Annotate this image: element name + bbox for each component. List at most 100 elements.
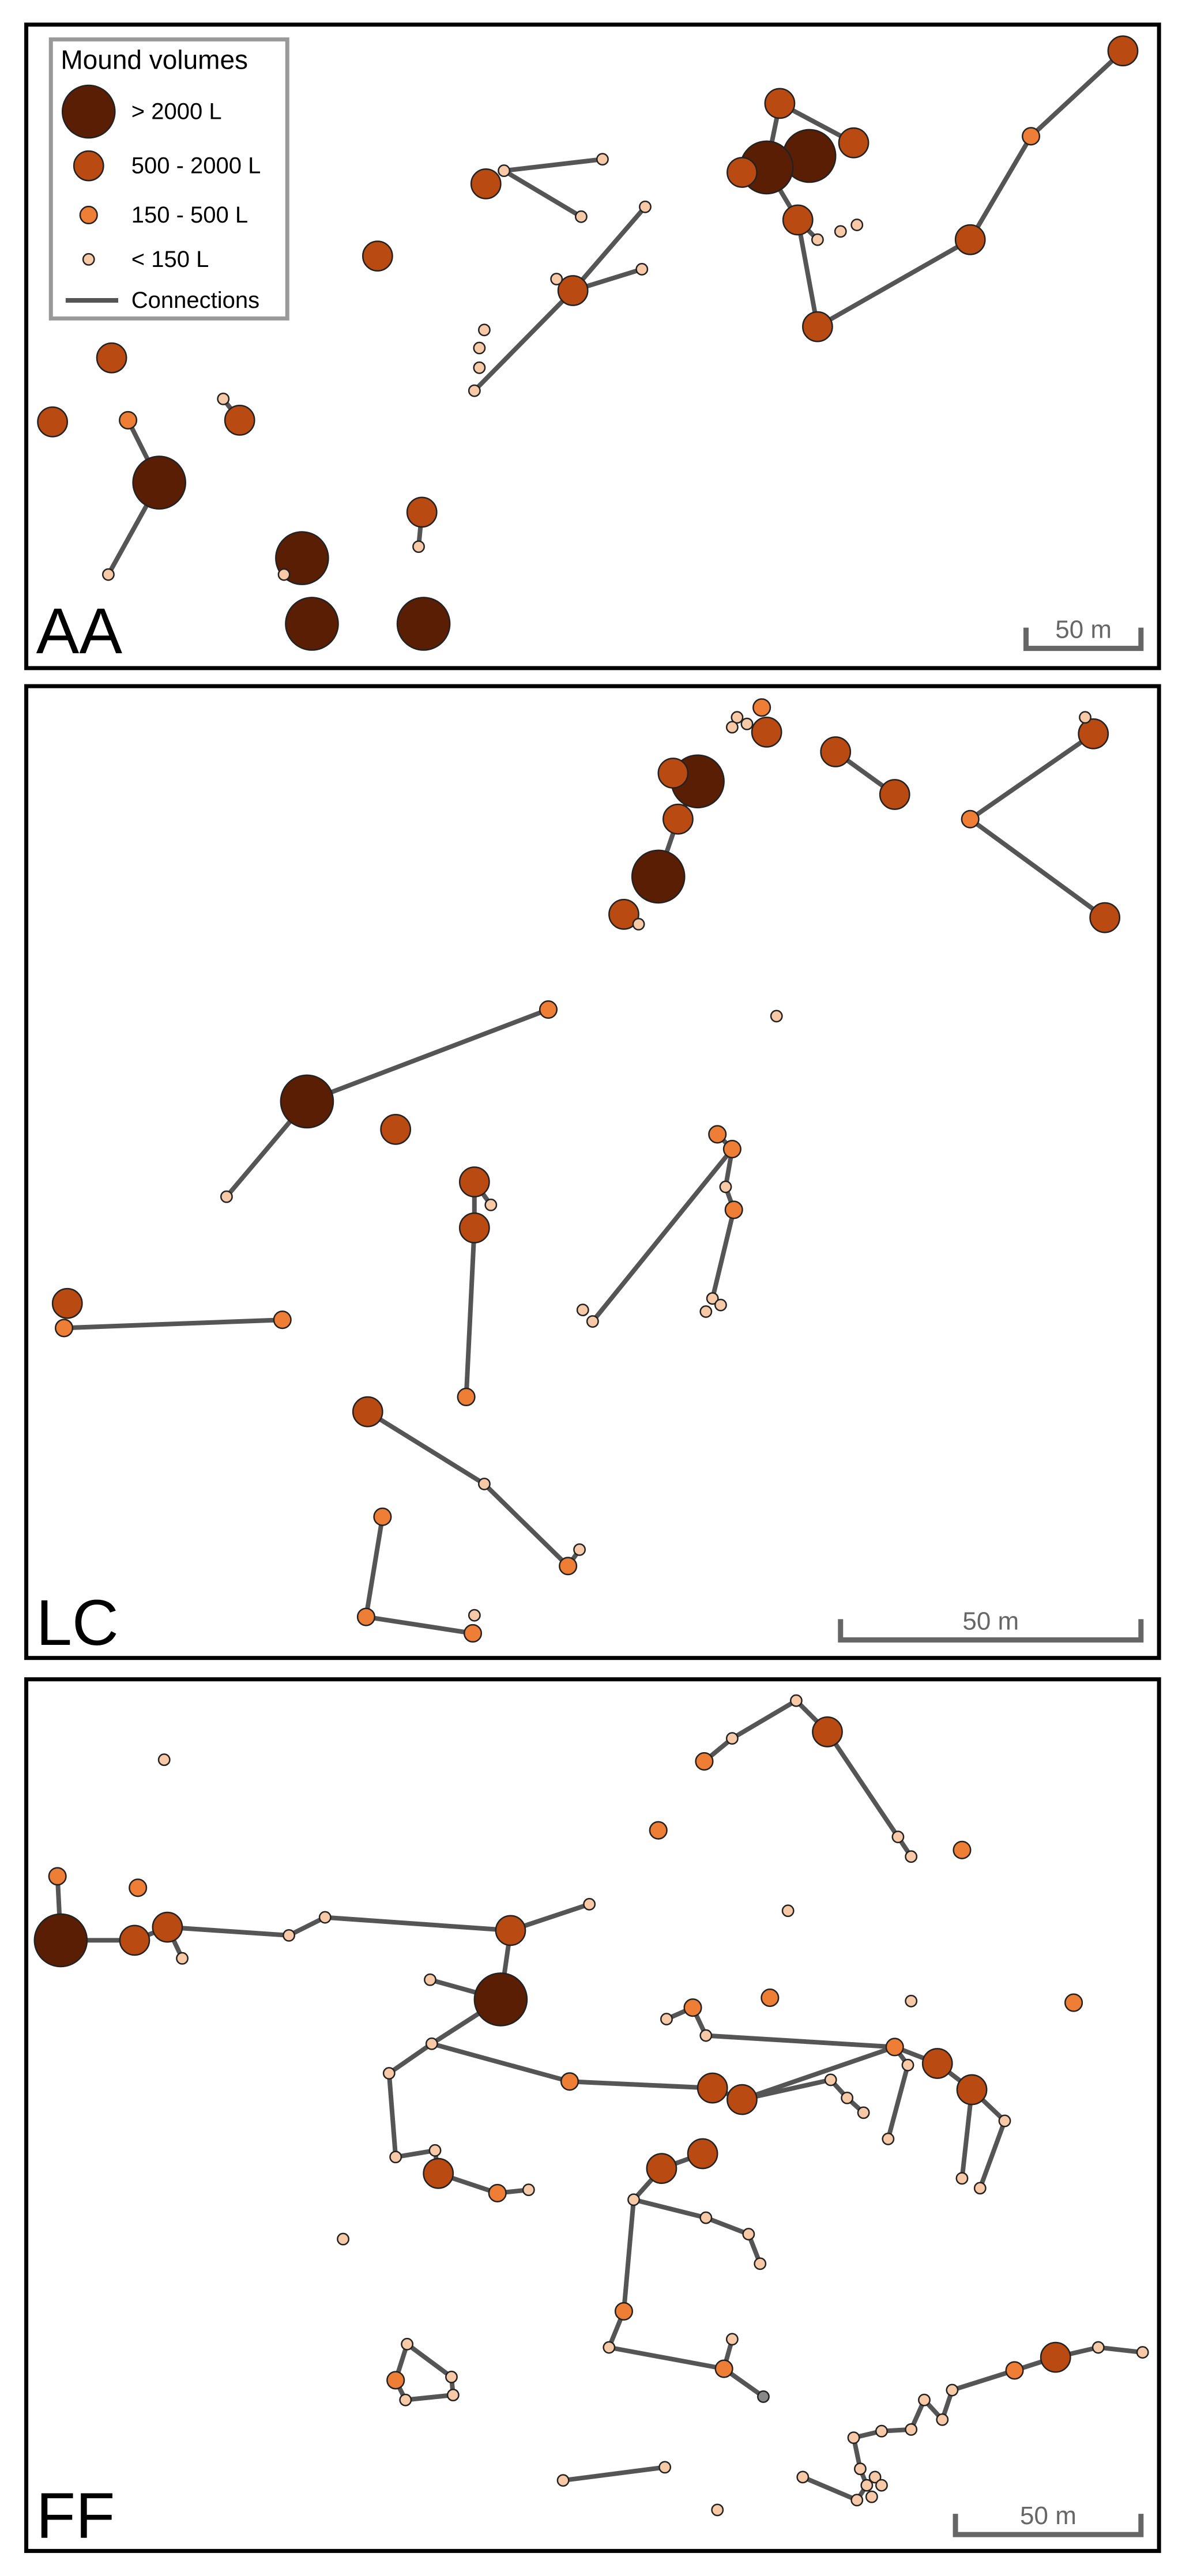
mound-marker [891,1831,905,1843]
mound-marker [708,1125,727,1144]
mound-marker [770,1010,783,1023]
mound-marker [699,2029,713,2042]
mound-marker [885,2038,904,2057]
mound-marker [132,455,186,510]
mound-marker [157,1753,171,1767]
mound-marker [725,721,739,734]
mound-marker [586,1315,599,1328]
mound-marker [955,2172,969,2185]
mound-marker [740,717,754,730]
mound-marker [812,1716,843,1748]
mound-marker [811,233,824,246]
mound-marker [726,157,758,188]
mound-marker [754,2257,767,2270]
mound-marker [458,1212,490,1244]
mound-marker [683,1998,702,2017]
connection-line [472,288,575,393]
mound-marker [905,2423,918,2436]
mound-marker [478,323,491,337]
connection-line [386,1997,531,2195]
mound-marker [583,1897,596,1911]
scale-bar-label: 50 m [1020,2502,1076,2530]
mound-marker [882,2133,895,2145]
legend-item-label: > 2000 L [131,99,222,125]
mound-marker [495,1915,526,1946]
mound-marker [337,2232,350,2246]
mound-marker [576,1304,589,1317]
mound-marker [850,219,864,232]
mound-marker [386,2371,405,2390]
legend-item-label: < 150 L [131,247,209,272]
mound-marker [868,2470,882,2484]
mound-marker [1107,35,1139,67]
mound-marker [560,2072,579,2091]
mound-marker [1079,711,1091,724]
mound-marker [918,2393,931,2406]
mound-marker [657,758,689,789]
mound-marker [352,1396,383,1428]
mound-marker [725,1732,739,1745]
mound-marker [631,849,686,904]
mound-marker [556,2474,570,2487]
mound-marker [761,1989,780,2008]
mound-marker [751,716,782,748]
mound-marker [649,1821,668,1840]
mound-marker [550,273,563,285]
mound-marker [373,1507,392,1526]
mound-marker [660,2013,673,2026]
mound-marker [283,1929,296,1942]
mound-marker [484,1198,498,1211]
mound-marker [961,809,980,828]
mound-marker [824,2073,837,2087]
mound-marker [285,597,339,651]
mound-marker [614,2302,634,2321]
mound-marker [603,2341,616,2354]
mound-marker [51,1287,83,1319]
mound-marker [782,204,814,236]
scale-bar [838,1619,1144,1643]
mound-marker [539,1000,558,1019]
mound-marker [498,164,511,178]
mound-marker [789,1694,803,1707]
site-label-aa: AA [36,595,123,667]
mound-marker [1091,2341,1105,2354]
mound-marker [277,568,291,581]
mound-marker [224,405,255,436]
mound-marker [356,1607,375,1626]
mound-marker [382,2067,396,2080]
mound-marker [33,1913,88,1968]
mound-marker [731,711,744,724]
mound-marker [854,2462,867,2476]
mound-marker [280,1074,334,1129]
mound-marker [119,410,138,430]
mound-marker [1022,127,1041,146]
mound-marker [470,168,502,199]
mound-marker [557,275,589,306]
mound-marker [406,496,438,528]
mound-marker [850,2494,864,2507]
mound-marker [802,311,833,342]
connection-line [710,1147,736,1301]
mound-marker [796,2470,810,2484]
mound-marker [96,342,127,374]
mound-marker [488,2183,507,2202]
mound-marker [473,1972,528,2027]
mound-marker [522,2183,535,2197]
mound-marker [119,1925,150,1956]
mound-marker [635,263,649,276]
mound-marker [48,1867,67,1886]
mound-marker [176,1952,189,1965]
mound-marker [687,2138,718,2170]
mound-marker [457,1387,476,1407]
mound-marker [953,1840,972,1859]
mound-marker [446,2389,460,2402]
mound-marker [834,225,847,238]
mound-marker [362,240,393,272]
connection-line [664,2005,897,2050]
mound-marker [217,392,230,405]
mound-marker [752,698,771,717]
mound-marker [764,88,796,119]
mound-marker [724,1200,743,1219]
mound-marker [463,1624,483,1643]
mound-marker [627,2193,640,2206]
